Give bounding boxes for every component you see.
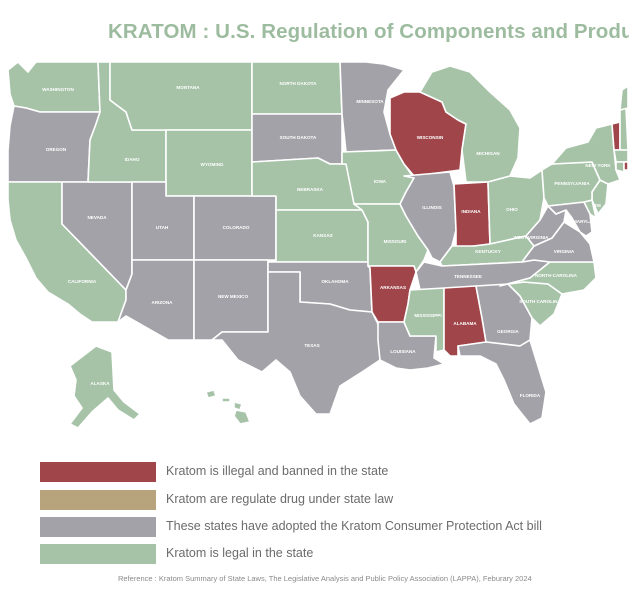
reference-note: Reference : Kratom Summary of State Laws…	[118, 574, 532, 583]
state-label-illinois: ILLINOIS	[422, 205, 441, 210]
state-new-mexico[interactable]	[193, 259, 269, 341]
state-label-mississippi: MISSISSIPPI	[414, 313, 441, 318]
state-label-indiana: INDIANA	[461, 209, 481, 214]
legend-item-illegal: Kratom is illegal and banned in the stat…	[40, 462, 600, 482]
state-label-kentucky: KENTUCKY	[475, 249, 501, 254]
state-label-texas: TEXAS	[304, 343, 319, 348]
state-label-wisconsin: WISCONSIN	[417, 135, 444, 140]
state-label-florida: FLORIDA	[520, 393, 541, 398]
us-map: WASHINGTON OREGON CALIFORNIA NEVADA IDAH…	[7, 61, 629, 429]
state-hawaii-2[interactable]	[221, 397, 231, 403]
legend-swatch-kcpa	[40, 517, 156, 537]
state-label-iowa: IOWA	[374, 179, 387, 184]
state-label-georgia: GEORGIA	[497, 329, 519, 334]
state-label-ohio: OHIO	[506, 207, 518, 212]
state-label-alabama: ALABAMA	[453, 321, 477, 326]
state-indiana[interactable]	[453, 181, 491, 249]
legend-label-kcpa: These states have adopted the Kratom Con…	[166, 519, 542, 533]
state-vermont[interactable]	[611, 121, 621, 151]
legend-label-legal: Kratom is legal in the state	[166, 546, 314, 560]
state-label-oklahoma: OKLAHOMA	[321, 279, 349, 284]
state-label-south-dakota: SOUTH DAKOTA	[280, 135, 317, 140]
state-label-arizona: ARIZONA	[152, 300, 174, 305]
state-label-montana: MONTANA	[176, 85, 200, 90]
state-hawaii-1[interactable]	[205, 389, 217, 399]
state-label-idaho: IDAHO	[125, 157, 140, 162]
legend-swatch-illegal	[40, 462, 156, 482]
state-label-louisiana: LOUISIANA	[390, 349, 416, 354]
state-label-north-dakota: NORTH DAKOTA	[280, 81, 318, 86]
state-connecticut[interactable]	[615, 161, 625, 173]
legend-swatch-regulated	[40, 490, 156, 510]
state-label-alaska: ALASKA	[90, 381, 110, 386]
state-label-pennsylvania: PENNSYLVANIA	[554, 181, 590, 186]
state-label-delaware: DE	[595, 203, 601, 208]
state-texas[interactable]	[211, 271, 381, 415]
state-new-hampshire[interactable]	[619, 107, 629, 151]
state-label-utah: UTAH	[156, 225, 169, 230]
legend-swatch-legal	[40, 544, 156, 564]
state-oregon[interactable]	[7, 105, 101, 183]
state-alaska[interactable]	[69, 345, 141, 429]
legend-item-legal: Kratom is legal in the state	[40, 544, 600, 564]
state-label-tennessee: TENNESSEE	[454, 274, 482, 279]
state-label-minnesota: MINNESOTA	[356, 99, 384, 104]
state-label-california: CALIFORNIA	[68, 279, 97, 284]
state-label-north-carolina: NORTH CAROLINA	[535, 273, 578, 278]
state-north-dakota[interactable]	[251, 61, 343, 115]
legend-label-regulated: Kratom are regulate drug under state law	[166, 492, 394, 506]
state-maine[interactable]	[619, 85, 629, 111]
state-label-virginia: VIRGINIA	[554, 249, 575, 254]
state-hawaii-3[interactable]	[233, 401, 243, 411]
legend-item-regulated: Kratom are regulate drug under state law	[40, 490, 600, 510]
state-florida[interactable]	[457, 339, 547, 425]
state-label-new-york: NEW YORK	[585, 163, 611, 168]
state-north-carolina[interactable]	[499, 261, 597, 295]
state-label-michigan: MICHIGAN	[476, 151, 500, 156]
state-label-arkansas: ARKANSAS	[380, 285, 406, 290]
state-montana[interactable]	[109, 61, 253, 131]
state-rhode-island[interactable]	[623, 161, 629, 171]
state-label-missouri: MISSOURI	[384, 239, 407, 244]
legend-label-illegal: Kratom is illegal and banned in the stat…	[166, 464, 389, 478]
state-label-new-jersey: NJ	[606, 213, 612, 218]
state-label-wyoming: WYOMING	[201, 162, 224, 167]
legend-item-kcpa: These states have adopted the Kratom Con…	[40, 517, 600, 537]
state-minnesota[interactable]	[339, 61, 405, 153]
state-massachusetts[interactable]	[613, 149, 629, 163]
state-label-maryland: MARYLAND	[573, 219, 600, 224]
state-label-nevada: NEVADA	[87, 215, 107, 220]
state-label-washington: WASHINGTON	[42, 87, 74, 92]
state-label-west-virginia: WEST VIRGINIA	[514, 235, 550, 240]
state-label-new-mexico: NEW MEXICO	[218, 294, 249, 299]
state-label-kansas: KANSAS	[313, 233, 332, 238]
state-label-south-carolina: SOUTH CAROLINA	[519, 299, 561, 304]
state-label-nebraska: NEBRASKA	[297, 187, 324, 192]
state-label-oregon: OREGON	[46, 147, 67, 152]
state-hawaii-4[interactable]	[233, 409, 251, 425]
map-title: KRATOM : U.S. Regulation of Components a…	[108, 20, 629, 43]
state-label-colorado: COLORADO	[223, 225, 250, 230]
